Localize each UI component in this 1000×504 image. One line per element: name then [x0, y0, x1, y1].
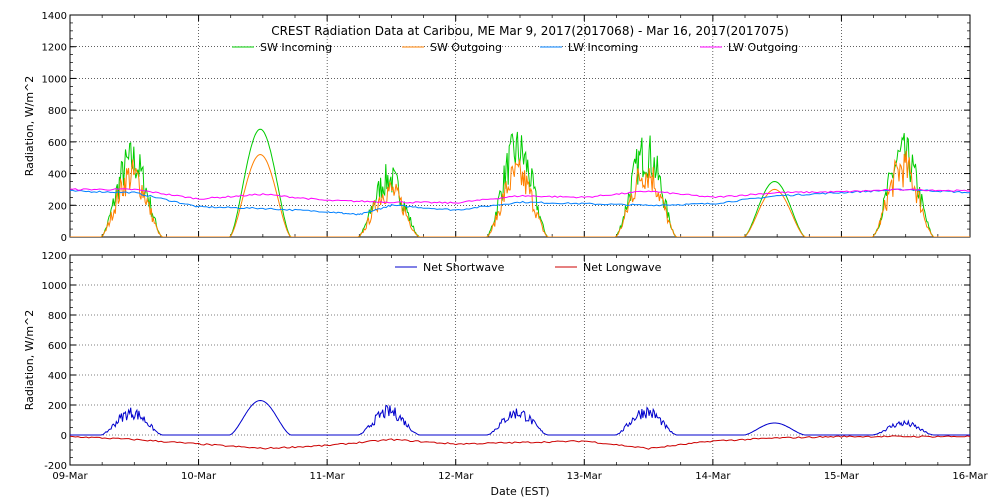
y-tick-label: 1400 — [42, 11, 67, 22]
y-tick-label: 0 — [61, 233, 67, 244]
plot-frame — [69, 254, 971, 466]
x-tick-label: 09-Mar — [52, 471, 88, 482]
legend-label-net-longwave: Net Longwave — [583, 261, 662, 274]
y-tick-label: -200 — [44, 461, 67, 472]
y-tick-label: 1200 — [42, 43, 67, 54]
y-tick-label: 800 — [48, 106, 67, 117]
legend-label-lw-outgoing: LW Outgoing — [728, 41, 798, 54]
x-tick-label: 10-Mar — [181, 471, 217, 482]
y-tick-label: 400 — [48, 170, 67, 181]
radiation-top-panel: 0 200 400 600 800 1000 1200 1400 Radiation, W/m^… — [23, 11, 971, 244]
y-tick-label: 600 — [48, 138, 67, 149]
series-line-net-longwave — [70, 435, 970, 450]
y-tick-label: 0 — [61, 431, 67, 442]
legend-label-net-shortwave: Net Shortwave — [423, 261, 505, 274]
legend-label-sw-incoming: SW Incoming — [260, 41, 332, 54]
x-tick-label: 13-Mar — [567, 471, 603, 482]
y-tick-label: 600 — [48, 341, 67, 352]
plot-frame — [69, 14, 971, 238]
y-axis-label: Radiation, W/m^2 — [23, 76, 36, 177]
x-tick-label: 14-Mar — [695, 471, 731, 482]
y-tick-label: 1000 — [42, 281, 67, 292]
y-tick-label: 800 — [48, 311, 67, 322]
series-line-sw-incoming — [70, 128, 970, 237]
x-axis-label: Date (EST) — [490, 485, 549, 498]
y-tick-label: 1000 — [42, 74, 67, 85]
legend-label-lw-incoming: LW Incoming — [568, 41, 638, 54]
y-tick-label: 400 — [48, 371, 67, 382]
y-tick-label: 1200 — [42, 251, 67, 262]
series-line-net-shortwave — [70, 399, 970, 436]
x-tick-label: 11-Mar — [310, 471, 346, 482]
x-tick-label: 16-Mar — [952, 471, 988, 482]
y-tick-label: 200 — [48, 401, 67, 412]
x-tick-label: 15-Mar — [824, 471, 860, 482]
radiation-bottom-panel: -200 0 200 400 600 800 1000 1200 09-Mar 10-Mar 11-… — [23, 251, 988, 482]
series-line-lw-outgoing — [70, 188, 970, 204]
y-tick-label: 200 — [48, 201, 67, 212]
legend-label-sw-outgoing: SW Outgoing — [430, 41, 502, 54]
series-line-lw-incoming — [70, 188, 970, 216]
series-line-sw-outgoing — [70, 150, 970, 237]
x-tick-label: 12-Mar — [438, 471, 474, 482]
y-axis-label: Radiation, W/m^2 — [23, 310, 36, 411]
chart-title: CREST Radiation Data at Caribou, ME Mar … — [271, 24, 789, 38]
